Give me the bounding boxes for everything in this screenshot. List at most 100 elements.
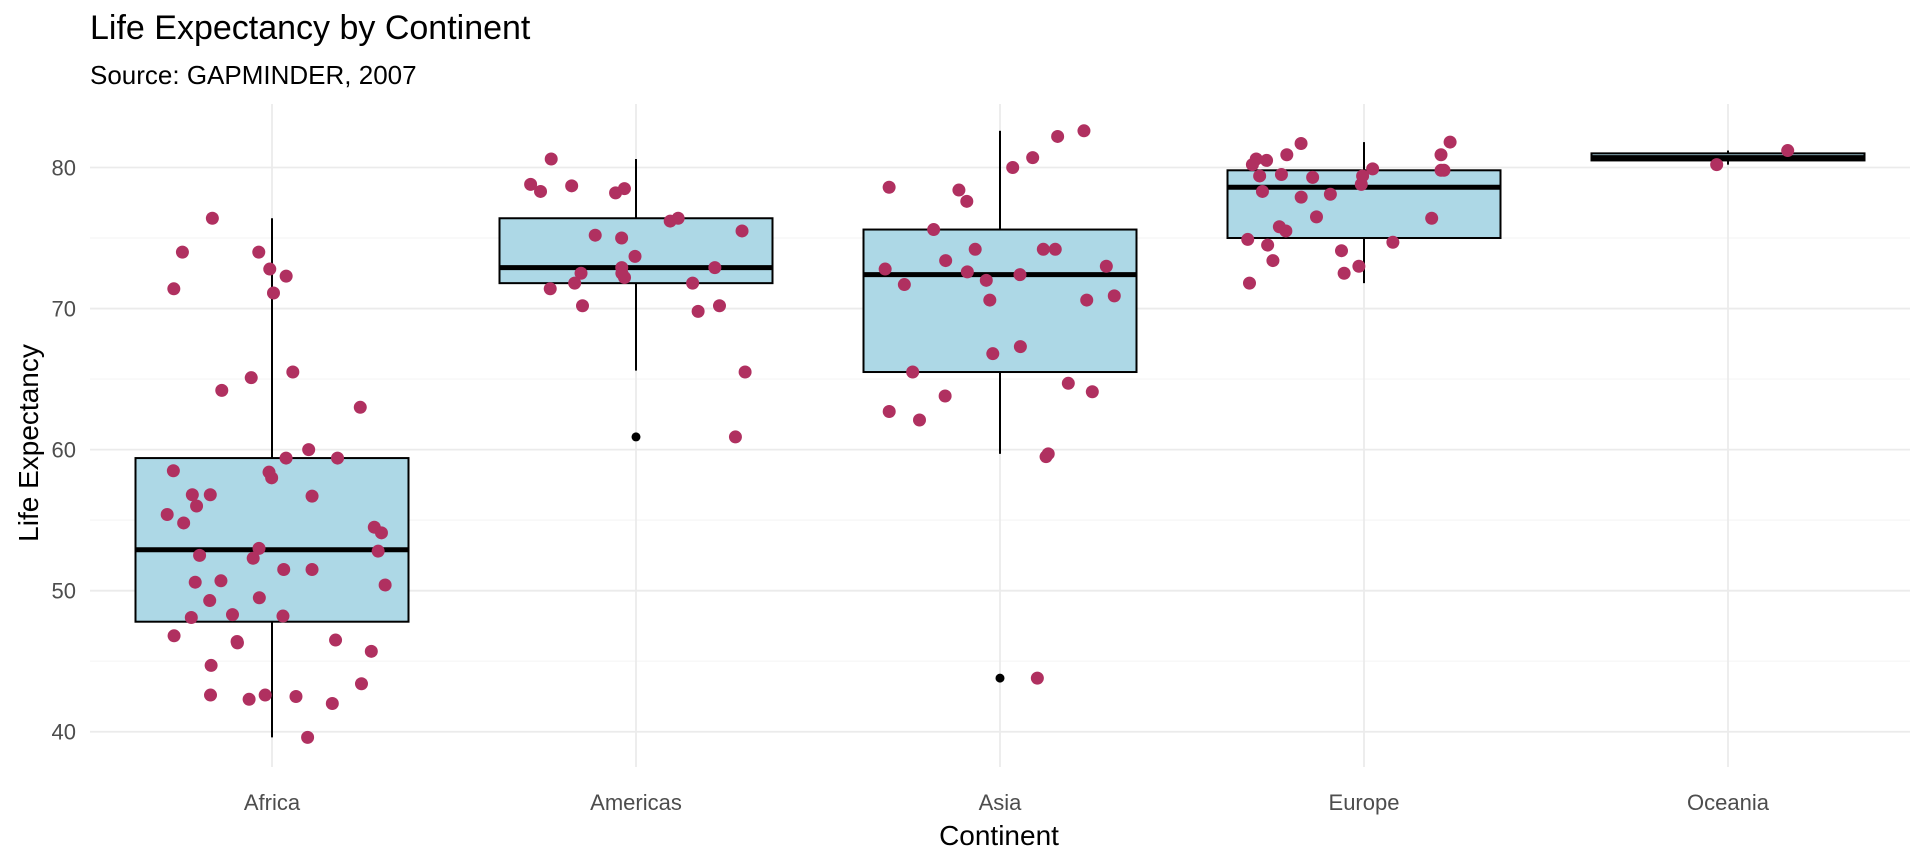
data-point xyxy=(1036,242,1050,256)
data-point xyxy=(897,278,911,292)
x-tick-label: Europe xyxy=(1329,790,1400,815)
data-point xyxy=(244,371,258,385)
data-point xyxy=(305,563,319,577)
data-point xyxy=(1280,148,1294,162)
data-point xyxy=(534,184,548,198)
data-point xyxy=(1077,124,1091,138)
data-point xyxy=(263,262,277,276)
data-point xyxy=(1434,148,1448,162)
points-asia xyxy=(878,124,1121,685)
y-axis-ticks: 40 50 60 70 80 xyxy=(52,155,76,744)
x-tick-label: Oceania xyxy=(1687,790,1770,815)
data-point xyxy=(1266,254,1280,268)
boxes-layer xyxy=(134,130,1866,738)
y-tick-label: 70 xyxy=(52,297,76,322)
data-point xyxy=(177,516,191,530)
data-point xyxy=(588,228,602,242)
data-point xyxy=(878,262,892,276)
data-point xyxy=(1337,266,1351,280)
data-point xyxy=(912,413,926,427)
data-point xyxy=(374,526,388,540)
data-point xyxy=(331,451,345,465)
data-point xyxy=(252,245,266,259)
x-tick-label: Americas xyxy=(590,790,682,815)
data-point xyxy=(301,730,315,744)
data-point xyxy=(1099,259,1113,273)
data-point xyxy=(1306,170,1320,184)
data-point xyxy=(175,245,189,259)
data-point xyxy=(371,544,385,558)
data-point xyxy=(1366,162,1380,176)
data-point xyxy=(279,451,293,465)
data-point xyxy=(185,488,199,502)
data-point xyxy=(1242,276,1256,290)
data-point xyxy=(609,186,623,200)
data-point xyxy=(242,692,256,706)
data-point xyxy=(1048,242,1062,256)
box-africa xyxy=(134,218,410,738)
data-point xyxy=(927,223,941,237)
data-point xyxy=(1241,232,1255,246)
data-point xyxy=(204,688,218,702)
data-point xyxy=(708,261,722,275)
data-point xyxy=(565,179,579,193)
data-point xyxy=(986,347,1000,361)
data-point xyxy=(329,633,343,647)
data-point xyxy=(906,365,920,379)
y-axis-title: Life Expectancy xyxy=(13,344,44,542)
data-point xyxy=(615,266,629,280)
data-point xyxy=(252,541,266,555)
y-tick-label: 40 xyxy=(52,720,76,745)
data-point xyxy=(882,405,896,419)
data-point xyxy=(1026,151,1040,165)
data-point xyxy=(1781,144,1795,158)
data-point xyxy=(167,629,181,643)
data-point xyxy=(378,578,392,592)
x-tick-label: Africa xyxy=(244,790,301,815)
outlier-point xyxy=(995,673,1005,683)
data-point xyxy=(686,276,700,290)
data-point xyxy=(1030,671,1044,685)
data-point xyxy=(276,609,290,623)
data-point xyxy=(543,282,557,296)
points-americas xyxy=(524,152,752,444)
data-point xyxy=(1013,340,1027,354)
data-point xyxy=(568,276,582,290)
data-point xyxy=(289,689,303,703)
data-point xyxy=(939,254,953,268)
data-point xyxy=(1279,224,1293,238)
y-tick-label: 60 xyxy=(52,438,76,463)
data-point xyxy=(1352,259,1366,273)
data-point xyxy=(1354,177,1368,191)
chart-subtitle: Source: GAPMINDER, 2007 xyxy=(90,60,417,90)
data-point xyxy=(738,365,752,379)
data-point xyxy=(960,265,974,279)
data-point xyxy=(1039,450,1053,464)
data-point xyxy=(204,658,218,672)
data-point xyxy=(524,177,538,191)
data-point xyxy=(266,286,280,300)
data-point xyxy=(952,183,966,197)
data-point xyxy=(1425,211,1439,225)
data-point xyxy=(960,194,974,208)
data-point xyxy=(1294,136,1308,150)
data-point xyxy=(246,551,260,565)
data-point xyxy=(712,299,726,313)
data-point xyxy=(286,365,300,379)
data-point xyxy=(544,152,558,166)
data-point xyxy=(576,299,590,313)
data-point xyxy=(1061,376,1075,390)
data-point xyxy=(1107,289,1121,303)
y-tick-label: 80 xyxy=(52,155,76,180)
box-rect xyxy=(134,457,410,623)
data-point xyxy=(1323,187,1337,201)
x-axis-ticks: Africa Americas Asia Europe Oceania xyxy=(244,790,1770,815)
data-point xyxy=(190,499,204,513)
data-point xyxy=(277,563,291,577)
data-point xyxy=(1051,129,1065,143)
outlier-point xyxy=(631,432,641,442)
data-point xyxy=(691,304,705,318)
data-point xyxy=(353,400,367,414)
data-point xyxy=(1309,210,1323,224)
